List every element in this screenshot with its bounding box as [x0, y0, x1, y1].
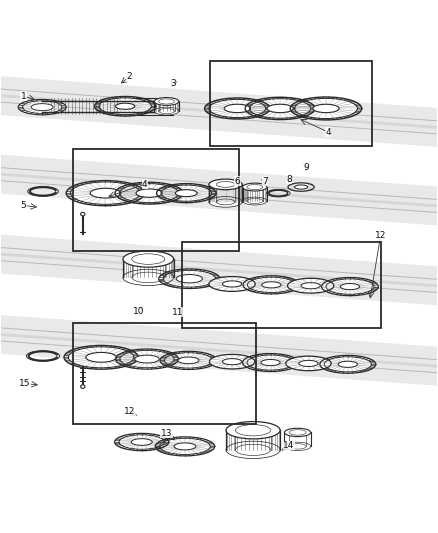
Ellipse shape	[209, 179, 242, 190]
Ellipse shape	[226, 422, 280, 439]
Polygon shape	[324, 357, 371, 372]
Ellipse shape	[226, 441, 280, 458]
Ellipse shape	[81, 212, 85, 216]
Polygon shape	[250, 99, 311, 118]
Polygon shape	[294, 99, 357, 118]
Polygon shape	[247, 355, 294, 370]
Polygon shape	[163, 270, 215, 287]
Polygon shape	[131, 439, 152, 446]
Polygon shape	[22, 101, 62, 114]
Text: 4: 4	[325, 127, 331, 136]
Polygon shape	[31, 103, 53, 111]
Polygon shape	[90, 188, 121, 198]
Text: 5: 5	[21, 201, 26, 210]
Polygon shape	[175, 190, 197, 197]
Polygon shape	[119, 435, 164, 449]
Polygon shape	[161, 185, 212, 201]
Polygon shape	[209, 354, 255, 369]
Text: 10: 10	[132, 306, 144, 316]
Text: 11: 11	[172, 308, 183, 317]
Polygon shape	[267, 104, 293, 112]
Polygon shape	[99, 98, 151, 115]
Ellipse shape	[243, 183, 267, 191]
Text: 12: 12	[124, 407, 135, 416]
Ellipse shape	[285, 428, 311, 437]
Polygon shape	[71, 182, 141, 204]
Polygon shape	[247, 277, 295, 293]
Polygon shape	[154, 101, 179, 111]
Text: 4: 4	[142, 180, 148, 189]
Ellipse shape	[154, 98, 179, 106]
Text: 14: 14	[283, 441, 294, 450]
Polygon shape	[288, 278, 334, 293]
Polygon shape	[136, 189, 162, 197]
Polygon shape	[288, 183, 314, 191]
Polygon shape	[226, 430, 280, 450]
Text: 13: 13	[161, 429, 173, 438]
Polygon shape	[176, 274, 202, 283]
Polygon shape	[159, 438, 210, 455]
Polygon shape	[261, 359, 280, 366]
Polygon shape	[135, 355, 159, 363]
Polygon shape	[313, 104, 339, 112]
Text: 7: 7	[262, 177, 268, 186]
Polygon shape	[164, 353, 212, 368]
Text: 3: 3	[170, 79, 176, 87]
Polygon shape	[86, 352, 117, 362]
Polygon shape	[340, 284, 360, 289]
Text: 8: 8	[286, 175, 292, 184]
Polygon shape	[338, 361, 357, 367]
Bar	[73, 149, 239, 251]
Polygon shape	[286, 356, 331, 370]
Text: 6: 6	[234, 177, 240, 186]
Polygon shape	[209, 99, 266, 118]
Ellipse shape	[123, 269, 173, 286]
Polygon shape	[123, 259, 173, 277]
Polygon shape	[326, 279, 374, 294]
Text: 2: 2	[127, 72, 132, 81]
Bar	[73, 323, 256, 424]
Ellipse shape	[243, 197, 267, 205]
Polygon shape	[243, 187, 267, 201]
Polygon shape	[120, 350, 174, 368]
Ellipse shape	[123, 251, 173, 267]
Bar	[182, 243, 381, 328]
Polygon shape	[285, 432, 311, 446]
Polygon shape	[209, 277, 255, 292]
Polygon shape	[178, 357, 199, 364]
Ellipse shape	[285, 442, 311, 450]
Bar	[210, 61, 372, 147]
Text: 9: 9	[304, 163, 309, 172]
Polygon shape	[68, 347, 134, 368]
Ellipse shape	[209, 197, 242, 207]
Polygon shape	[174, 443, 196, 450]
Polygon shape	[224, 104, 251, 112]
Ellipse shape	[154, 107, 179, 115]
Text: 12: 12	[375, 231, 386, 240]
Polygon shape	[120, 184, 179, 203]
Polygon shape	[262, 282, 281, 288]
Polygon shape	[209, 184, 242, 202]
Text: 1: 1	[21, 92, 26, 101]
Text: 15: 15	[19, 379, 31, 388]
Polygon shape	[116, 103, 135, 109]
Ellipse shape	[81, 385, 85, 389]
